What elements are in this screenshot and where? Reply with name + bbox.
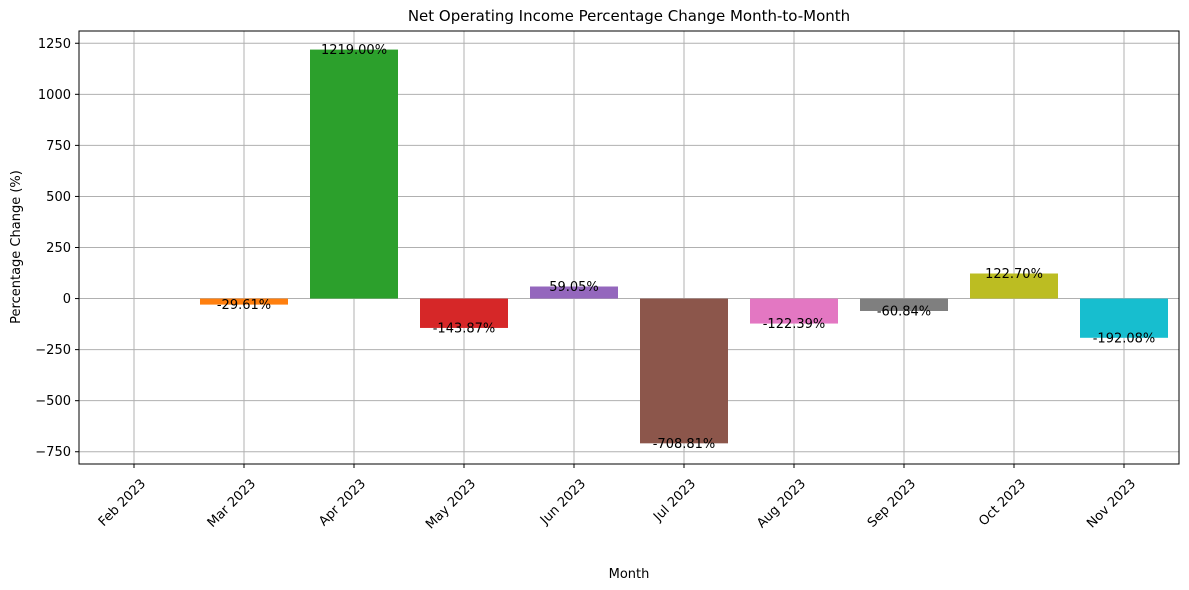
bar-data-label: -122.39%: [763, 317, 826, 332]
bar: [530, 286, 618, 299]
bar: [640, 298, 728, 444]
y-tick-label: 750: [46, 139, 71, 154]
bar-data-label: 59.05%: [549, 280, 599, 295]
y-tick-label: −750: [35, 445, 71, 460]
bar-data-label: -29.61%: [217, 298, 271, 313]
y-tick-label: −500: [35, 394, 71, 409]
bar: [1080, 298, 1168, 338]
y-tick-label: 1000: [38, 88, 71, 103]
y-tick-label: 500: [46, 190, 71, 205]
bar: [860, 298, 948, 311]
bar-data-label: -192.08%: [1093, 331, 1156, 346]
data-labels: -29.61% 1219.00% -143.87% 59.05% -708.81% -12…: [217, 43, 1155, 452]
y-tick-label: 0: [63, 292, 71, 307]
bar-data-label: -708.81%: [653, 437, 716, 452]
bar: [750, 298, 838, 324]
bar: [310, 49, 398, 299]
bar-data-label: -60.84%: [877, 304, 931, 319]
chart-title: Net Operating Income Percentage Change M…: [408, 7, 850, 25]
bar-data-label: 1219.00%: [321, 43, 387, 58]
y-tick-label: −250: [35, 343, 71, 358]
bar: [420, 298, 508, 328]
y-axis-title: Percentage Change (%): [9, 170, 24, 324]
bar-data-label: -143.87%: [433, 321, 496, 336]
bars: [200, 49, 1168, 444]
bar: [970, 273, 1058, 299]
y-tick-label: 1250: [38, 37, 71, 52]
grid: [79, 31, 1179, 464]
x-axis-title: Month: [609, 567, 650, 582]
y-axis: −750 −500 −250 0 250 500 750 1000 1250: [35, 37, 79, 460]
y-tick-label: 250: [46, 241, 71, 256]
bar-data-label: 122.70%: [985, 267, 1043, 282]
bar: [200, 298, 288, 305]
